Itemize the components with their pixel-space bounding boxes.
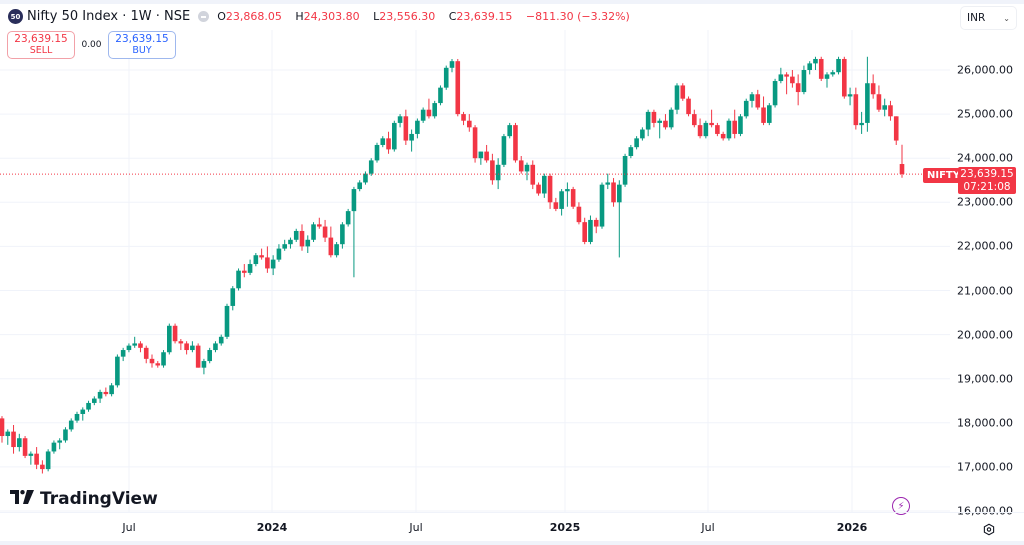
candles: [0, 56, 905, 474]
chevron-down-icon: ⌄: [1003, 13, 1010, 23]
time-tick-label: 2025: [549, 521, 581, 534]
price-tick-label: 16,000.00: [957, 504, 1013, 518]
grid-lines: [0, 30, 950, 512]
symbol-title[interactable]: Nifty 50 Index · 1W · NSE: [27, 9, 191, 24]
price-tick-label: 20,000.00: [957, 328, 1013, 342]
price-tick-label: 22,000.00: [957, 239, 1013, 253]
buy-price: 23,639.15: [115, 33, 169, 45]
time-tick-label: Jul: [122, 521, 136, 534]
time-tick-label: 2026: [836, 521, 868, 534]
price-tick-label: 24,000.00: [957, 151, 1013, 165]
price-tick-label: 25,000.00: [957, 107, 1013, 121]
currency-select[interactable]: INR ⌄: [961, 7, 1016, 29]
time-axis-divider: [0, 512, 1024, 513]
price-tick-label: 21,000.00: [957, 284, 1013, 297]
sell-price: 23,639.15: [14, 33, 68, 45]
sell-label: SELL: [29, 45, 53, 56]
symbol-logo-icon: 50: [8, 9, 23, 24]
tradingview-logo[interactable]: TradingView: [10, 489, 158, 509]
high-value: 24,303.80: [303, 10, 360, 23]
lightning-icon[interactable]: ⚡︎: [892, 497, 910, 515]
trade-buttons: 23,639.15 SELL 0.00 23,639.15 BUY: [7, 31, 176, 59]
symbol-price-tag: NIFTY: [923, 168, 964, 183]
close-value: 23,639.15: [456, 10, 513, 23]
top-border: [0, 0, 1024, 4]
open-value: 23,868.05: [225, 10, 282, 23]
buy-label: BUY: [132, 45, 152, 56]
price-tick-label: 26,000.00: [957, 63, 1013, 77]
settings-gear-icon[interactable]: [983, 523, 995, 535]
time-tick-label: Jul: [701, 521, 715, 534]
currency-value: INR: [967, 12, 986, 24]
price-tick-label: 23,000.00: [957, 195, 1013, 209]
price-tick-label: 18,000.00: [957, 416, 1013, 430]
ohlc-values: O23,868.05 H24,303.80 L23,556.30 C23,639…: [217, 10, 630, 23]
symbol-legend: 50 Nifty 50 Index · 1W · NSE O23,868.05 …: [8, 9, 635, 24]
price-tick-label: 19,000.00: [957, 372, 1013, 386]
time-tick-label: Jul: [409, 521, 423, 534]
last-price-value: 23,639.15: [960, 168, 1014, 180]
change-value: −811.30 (−3.32%): [525, 10, 630, 23]
sell-button[interactable]: 23,639.15 SELL: [7, 31, 75, 59]
tradingview-mark-icon: [10, 489, 34, 509]
spread-value: 0.00: [81, 40, 102, 50]
bottom-border: [0, 541, 1024, 545]
buy-button[interactable]: 23,639.15 BUY: [108, 31, 176, 59]
price-tick-label: 17,000.00: [957, 460, 1013, 474]
tradingview-wordmark: TradingView: [40, 489, 158, 509]
bar-countdown: 07:21:08: [963, 180, 1011, 193]
time-tick-label: 2024: [256, 521, 288, 534]
last-price-tag: 23,639.15 07:21:08: [958, 167, 1016, 194]
market-status-icon[interactable]: [198, 11, 210, 22]
low-value: 23,556.30: [379, 10, 436, 23]
